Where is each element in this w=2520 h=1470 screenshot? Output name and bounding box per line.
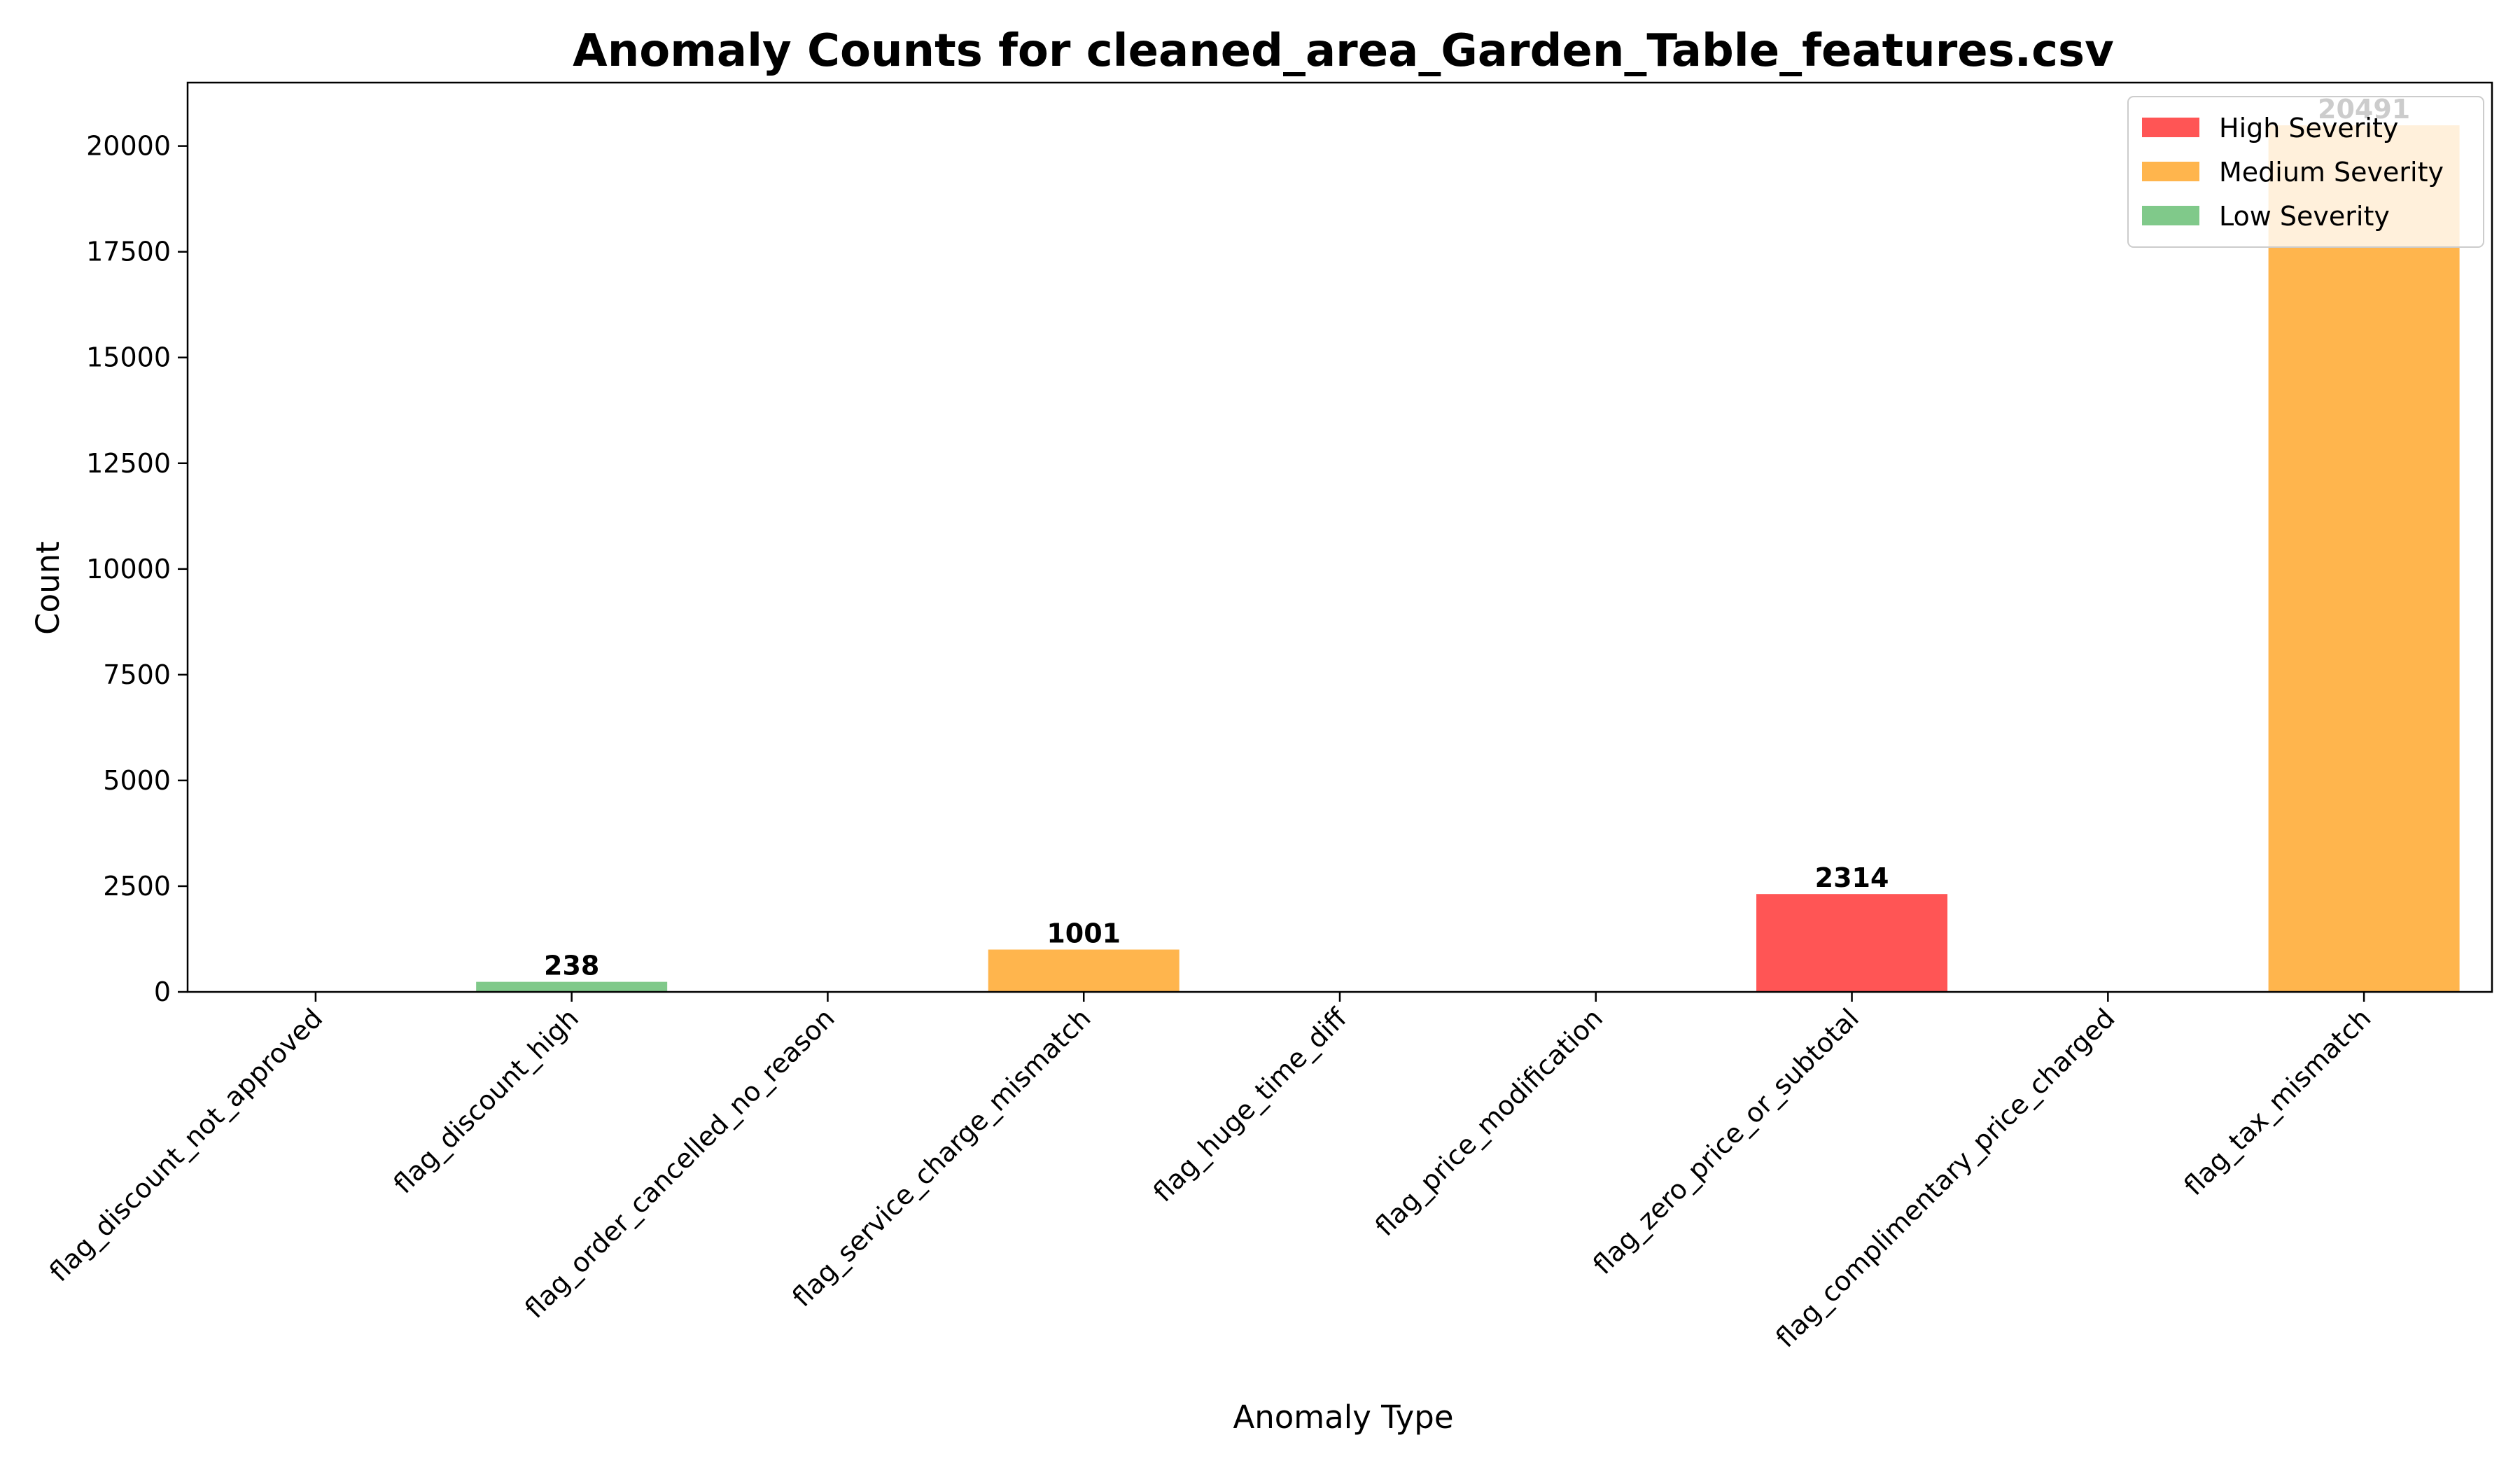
y-tick-label-15000: 15000 — [86, 342, 171, 373]
bar-flag_discount_high — [476, 981, 668, 992]
y-tick-label-12500: 12500 — [86, 448, 171, 479]
y-tick-label-7500: 7500 — [103, 659, 171, 690]
legend-box — [2127, 96, 2484, 248]
x-tick-label-flag_zero_price_or_subtotal: flag_zero_price_or_subtotal — [1587, 1002, 1865, 1280]
y-tick-label-0: 0 — [154, 976, 171, 1007]
bars-group — [476, 125, 2460, 992]
y-tick-label-10000: 10000 — [86, 554, 171, 584]
legend-label-0: High Severity — [2219, 113, 2398, 144]
y-tick-label-5000: 5000 — [103, 765, 171, 796]
x-tick-label-flag_huge_time_diff: flag_huge_time_diff — [1147, 1002, 1353, 1208]
legend-label-2: Low Severity — [2219, 201, 2390, 232]
chart-title: Anomaly Counts for cleaned_area_Garden_T… — [573, 25, 2114, 77]
legend-swatch-0 — [2142, 118, 2199, 137]
x-tick-label-flag_discount_high: flag_discount_high — [388, 1002, 584, 1199]
x-tick-label-flag_order_cancelled_no_reason: flag_order_cancelled_no_reason — [519, 1002, 840, 1324]
legend-swatch-2 — [2142, 206, 2199, 225]
legend-swatch-1 — [2142, 162, 2199, 181]
data-label-flag_discount_high: 238 — [544, 951, 599, 981]
legend-label-1: Medium Severity — [2219, 157, 2444, 188]
data-label-flag_service_charge_mismatch: 1001 — [1046, 918, 1121, 949]
y-tick-label-17500: 17500 — [86, 237, 171, 267]
x-axis: flag_discount_not_approved flag_discount_… — [43, 992, 2376, 1354]
bar-flag_zero_price_or_subtotal — [1756, 894, 1948, 992]
legend: High Severity Medium Severity Low Severity — [2127, 96, 2484, 248]
y-axis-label: Count — [29, 541, 66, 635]
y-axis: 0 2500 5000 7500 10000 12500 15000 17500 20000 — [86, 131, 188, 1007]
bar-flag_service_charge_mismatch — [988, 949, 1180, 992]
bar-flag_tax_mismatch — [2268, 125, 2460, 992]
x-tick-label-flag_price_modification: flag_price_modification — [1369, 1002, 1609, 1242]
x-axis-label: Anomaly Type — [1233, 1399, 1453, 1436]
x-tick-label-flag_discount_not_approved: flag_discount_not_approved — [43, 1002, 328, 1287]
data-label-flag_zero_price_or_subtotal: 2314 — [1815, 862, 1889, 893]
y-tick-label-20000: 20000 — [86, 131, 171, 162]
x-tick-label-flag_service_charge_mismatch: flag_service_charge_mismatch — [786, 1002, 1096, 1312]
y-tick-label-2500: 2500 — [103, 871, 171, 902]
x-tick-label-flag_tax_mismatch: flag_tax_mismatch — [2178, 1002, 2377, 1201]
